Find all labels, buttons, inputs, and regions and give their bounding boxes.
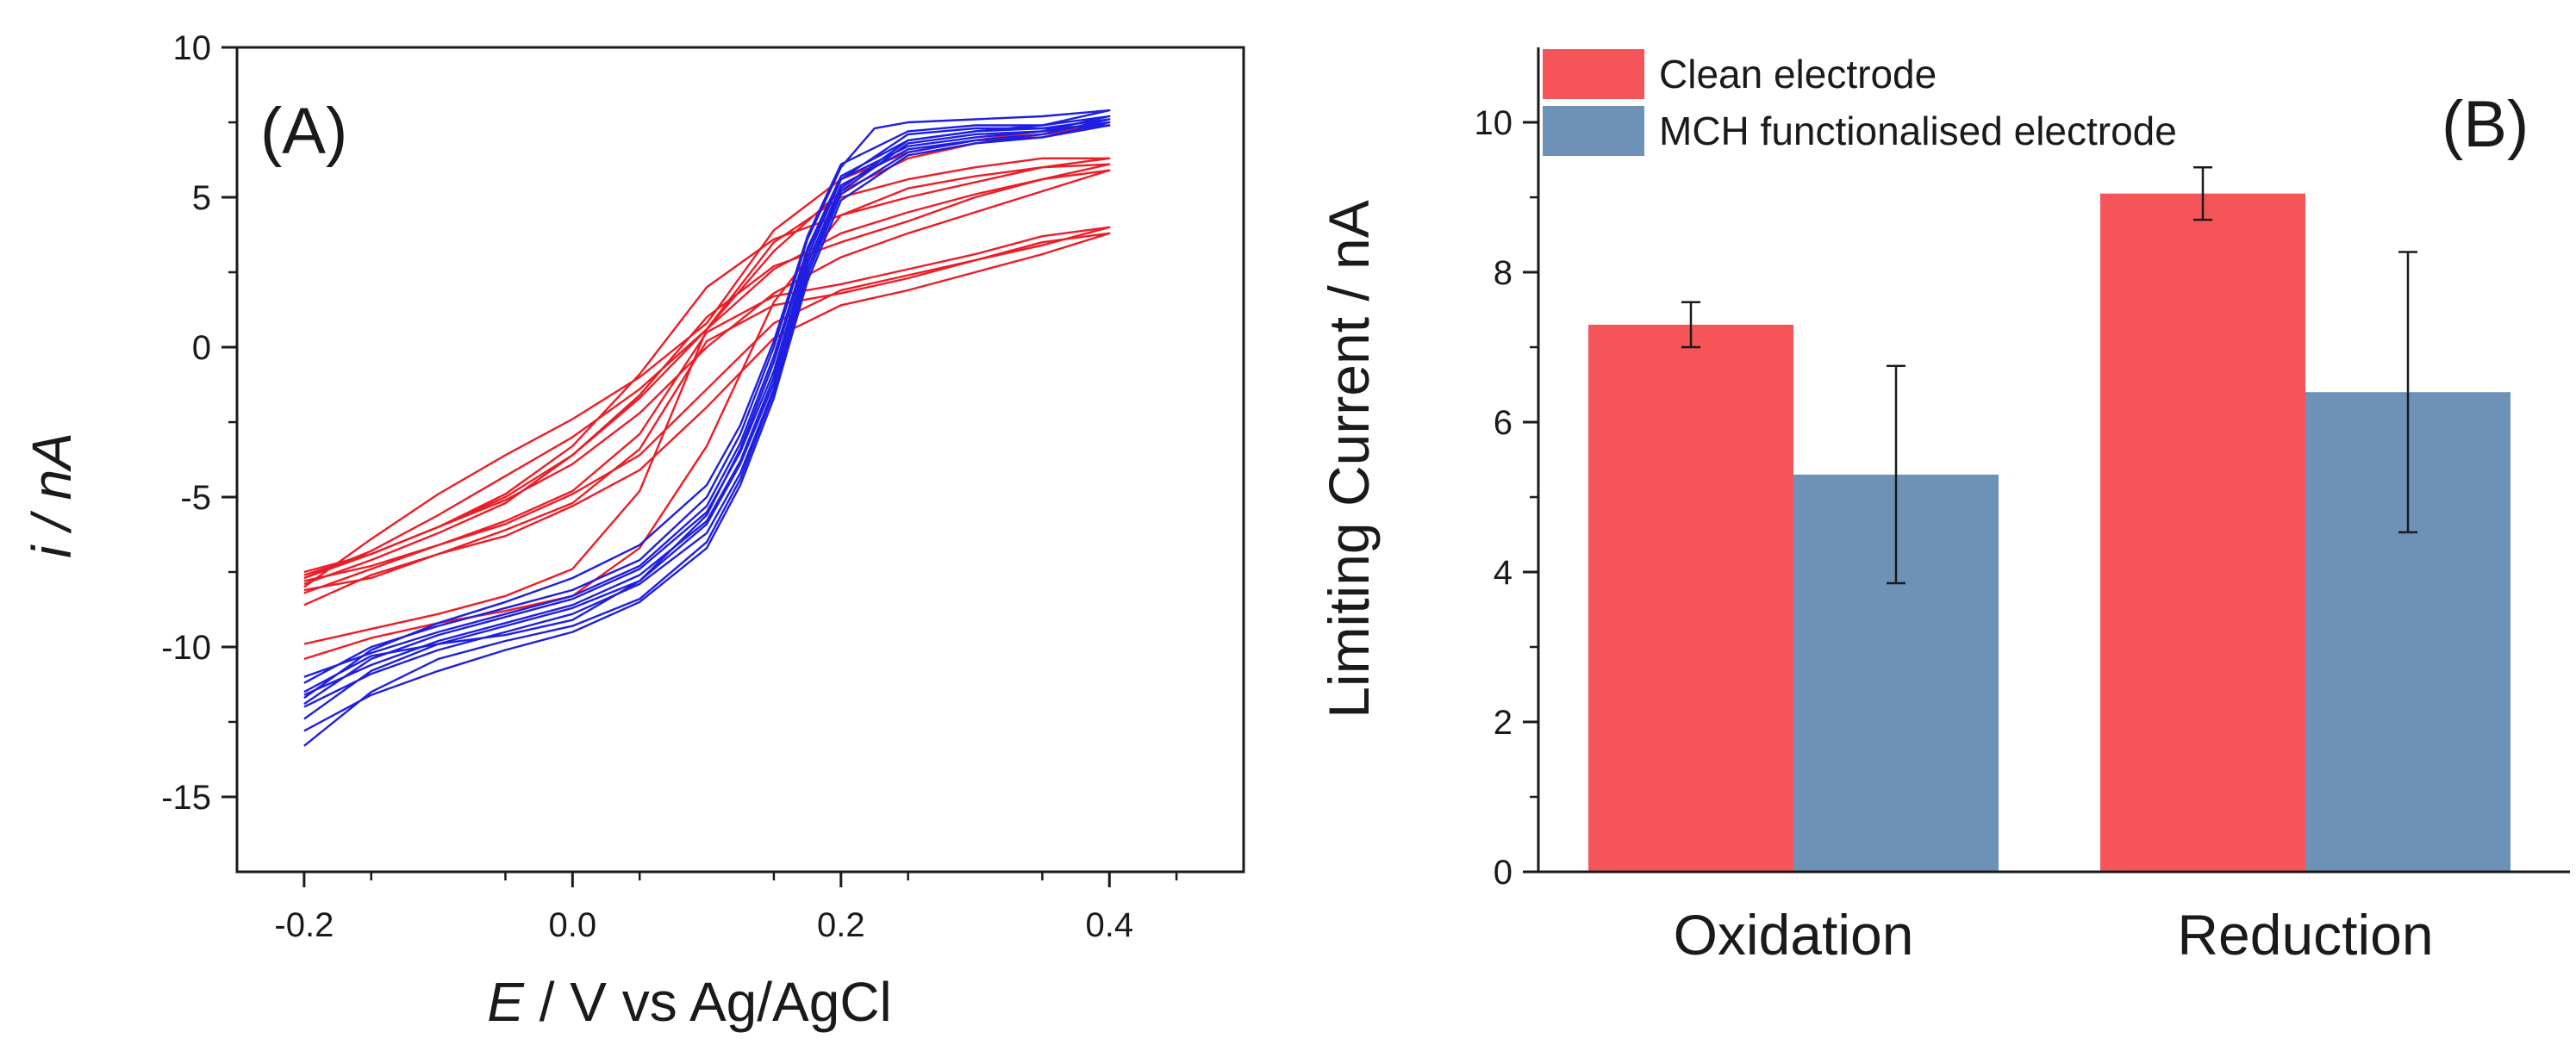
- panel-a-y-tick-label: 5: [192, 179, 211, 217]
- panel-a-y-tick-label: 0: [192, 329, 211, 367]
- panel-b-error-bars: [1681, 165, 2417, 585]
- cv-curve-mch-scan-3: [303, 121, 1111, 747]
- panel-b-bars: [1588, 193, 2511, 872]
- panel-b-ticks: Oxidation Reduction 0 2 4 6 8 10: [1475, 104, 2434, 967]
- panel-b-category-label: Oxidation: [1674, 903, 1914, 967]
- panel-a-cyclic-voltammogram: -0.2 0.0 0.2 0.4 -15 -10 -5 0 5 10 (A) i / nA E /…: [21, 29, 1245, 1033]
- panel-a-curves: [303, 109, 1111, 747]
- panel-b-limiting-current-bars: Oxidation Reduction 0 2 4 6 8 10 Clean electrod…: [1317, 47, 2570, 967]
- panel-a-y-tick-label: -10: [161, 629, 211, 667]
- cv-curve-clean-scan-2: [303, 226, 1111, 594]
- bar-reduction-clean: [2100, 193, 2305, 872]
- cv-curve-clean-scan-1: [303, 232, 1111, 606]
- cv-curve-mch-scan-5: [303, 115, 1111, 700]
- panel-a-x-tick-label: -0.2: [274, 906, 334, 944]
- panel-a-x-axis-label-symbol: E: [487, 971, 525, 1033]
- panel-b-y-tick-label: 8: [1494, 254, 1513, 292]
- panel-a-ticks: -0.2 0.0 0.2 0.4 -15 -10 -5 0 5 10: [161, 29, 1178, 944]
- cv-curve-clean-scan-3: [303, 169, 1111, 580]
- panel-b-y-axis-label: Limiting Current / nA: [1317, 200, 1381, 718]
- panel-b-y-tick-label: 4: [1494, 554, 1513, 592]
- panel-a-y-tick-label: -15: [161, 779, 211, 817]
- panel-b-y-tick-label: 2: [1494, 704, 1513, 742]
- panel-b-y-tick-label: 6: [1494, 404, 1513, 442]
- cv-curve-mch-scan-4: [303, 109, 1111, 684]
- bar-oxidation-clean: [1588, 324, 1793, 872]
- panel-a-x-tick-label: 0.4: [1085, 906, 1133, 944]
- legend-label-clean: Clean electrode: [1659, 52, 1937, 96]
- panel-b-y-tick-label: 10: [1475, 104, 1513, 142]
- panel-b-y-tick-label: 0: [1494, 854, 1513, 892]
- panel-a-x-tick-label: 0.0: [549, 906, 597, 944]
- legend-label-mch: MCH functionalised electrode: [1659, 109, 2177, 153]
- panel-a-y-tick-label: 10: [173, 29, 212, 67]
- cv-curve-mch-scan-1: [303, 124, 1111, 706]
- panel-a-x-axis-label: E / V vs Ag/AgCl: [487, 971, 892, 1033]
- cv-curve-clean-scan-5: [303, 163, 1111, 586]
- panel-a-x-axis-label-unit: / V vs Ag/AgCl: [524, 971, 892, 1033]
- cv-curve-clean-scan-4: [303, 157, 1111, 661]
- panel-a-y-tick-label: -5: [180, 479, 211, 517]
- panel-a-x-tick-label: 0.2: [817, 906, 865, 944]
- panel-a-plot-frame: [235, 46, 1245, 874]
- panel-a-label: (A): [260, 95, 347, 168]
- panel-b-legend: Clean electrode MCH functionalised elect…: [1543, 49, 2177, 156]
- panel-b-label: (B): [2442, 88, 2529, 161]
- panel-a-y-axis-label-text: i / nA: [21, 432, 83, 558]
- panel-a-y-axis-label: i / nA: [21, 432, 83, 558]
- panel-b-category-label: Reduction: [2177, 903, 2433, 967]
- legend-swatch-mch: [1543, 106, 1644, 156]
- legend-swatch-clean: [1543, 49, 1644, 99]
